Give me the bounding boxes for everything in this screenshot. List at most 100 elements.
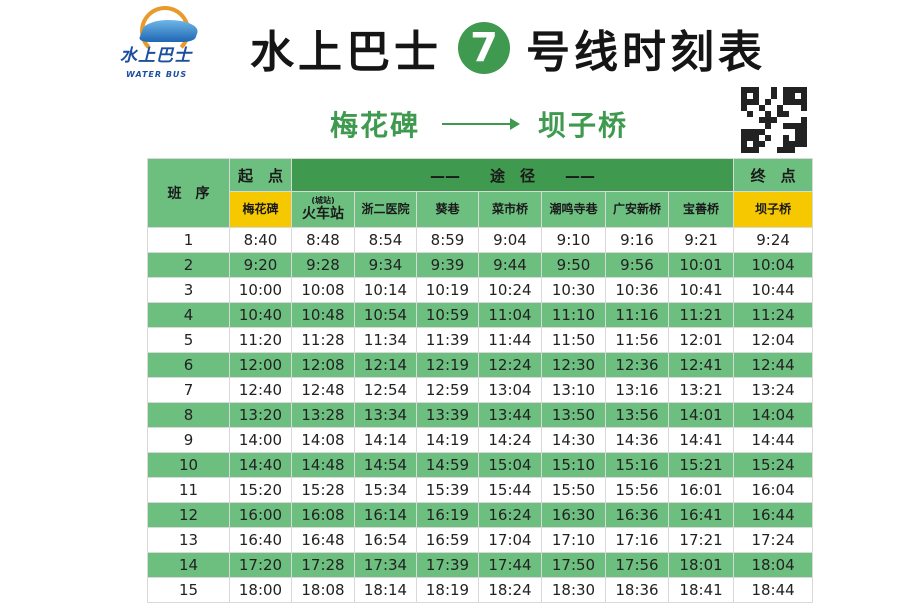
time-cell: 10:30 xyxy=(541,277,606,303)
time-cell: 11:44 xyxy=(478,327,542,353)
time-cell: 9:56 xyxy=(605,252,669,278)
time-cell: 9:34 xyxy=(354,252,417,278)
time-cell: 10:36 xyxy=(605,277,669,303)
time-cell: 10:04 xyxy=(733,252,814,278)
time-cell: 14:41 xyxy=(667,427,735,453)
time-cell: 14:30 xyxy=(541,427,606,453)
time-cell: 8:54 xyxy=(354,227,417,253)
time-cell: 18:00 xyxy=(229,577,292,603)
time-cell: 10:40 xyxy=(229,302,292,328)
table-row: 13 16:40 16:48 16:54 16:59 17:04 17:10 17:16 17:… xyxy=(147,527,814,553)
time-cell: 14:59 xyxy=(416,452,479,478)
time-cell: 11:50 xyxy=(541,327,606,353)
time-cell: 14:00 xyxy=(229,427,292,453)
time-cell: 11:16 xyxy=(605,302,669,328)
station-name: 宝善桥 xyxy=(683,202,720,216)
table-row: 2 9:20 9:28 9:34 9:39 9:44 9:50 9:56 10:01 10:04 xyxy=(147,252,814,278)
table-row: 3 10:00 10:08 10:14 10:19 10:24 10:30 10:36 10:4… xyxy=(147,277,814,303)
time-cell: 10:41 xyxy=(667,277,735,303)
table-row: 12 16:00 16:08 16:14 16:19 16:24 16:30 16:36 16:… xyxy=(147,502,814,528)
time-cell: 16:00 xyxy=(229,502,292,528)
time-cell: 12:59 xyxy=(416,377,479,403)
table-row: 6 12:00 12:08 12:14 12:19 12:24 12:30 12:36 12:4… xyxy=(147,352,814,378)
time-cell: 16:30 xyxy=(541,502,606,528)
time-cell: 16:54 xyxy=(354,527,417,553)
time-cell: 13:24 xyxy=(733,377,814,403)
time-cell: 16:40 xyxy=(229,527,292,553)
time-cell: 12:14 xyxy=(354,352,417,378)
time-cell: 17:50 xyxy=(541,552,606,578)
trip-number-cell: 3 xyxy=(147,277,230,303)
station-name: 火车站 xyxy=(302,206,344,222)
col-header-seq: 班 序 xyxy=(147,158,230,228)
time-cell: 14:36 xyxy=(605,427,669,453)
trip-number-cell: 4 xyxy=(147,302,230,328)
time-cell: 12:40 xyxy=(229,377,292,403)
time-cell: 14:19 xyxy=(416,427,479,453)
time-cell: 12:08 xyxy=(291,352,355,378)
time-cell: 10:00 xyxy=(229,277,292,303)
logo-cn-text: 水上巴士 xyxy=(120,46,192,66)
time-cell: 14:01 xyxy=(667,402,735,428)
time-cell: 15:44 xyxy=(478,477,542,503)
time-cell: 15:39 xyxy=(416,477,479,503)
time-cell: 14:44 xyxy=(733,427,814,453)
time-cell: 11:34 xyxy=(354,327,417,353)
time-cell: 16:14 xyxy=(354,502,417,528)
trip-number-cell: 11 xyxy=(147,477,230,503)
table-row: 4 10:40 10:48 10:54 10:59 11:04 11:10 11:16 11:2… xyxy=(147,302,814,328)
time-cell: 8:40 xyxy=(229,227,292,253)
time-cell: 9:28 xyxy=(291,252,355,278)
station-name: 梅花碑 xyxy=(242,202,279,216)
time-cell: 13:50 xyxy=(541,402,606,428)
page-title: 水上巴士 7 号线时刻表 xyxy=(250,20,766,78)
time-cell: 10:08 xyxy=(291,277,355,303)
station-name: 潮鸣寺巷 xyxy=(549,202,598,216)
time-cell: 15:16 xyxy=(605,452,669,478)
time-cell: 10:48 xyxy=(291,302,355,328)
station-header: 梅花碑 xyxy=(229,191,292,228)
time-cell: 18:14 xyxy=(354,577,417,603)
time-cell: 11:21 xyxy=(667,302,735,328)
time-cell: 17:39 xyxy=(416,552,479,578)
time-cell: 9:39 xyxy=(416,252,479,278)
time-cell: 15:34 xyxy=(354,477,417,503)
table-row: 11 15:20 15:28 15:34 15:39 15:44 15:50 15:56 16:… xyxy=(147,477,814,503)
time-cell: 9:21 xyxy=(667,227,735,253)
trip-number-cell: 9 xyxy=(147,427,230,453)
time-cell: 9:10 xyxy=(541,227,606,253)
time-cell: 12:01 xyxy=(667,327,735,353)
time-cell: 13:34 xyxy=(354,402,417,428)
time-cell: 14:40 xyxy=(229,452,292,478)
time-cell: 9:24 xyxy=(733,227,814,253)
trip-number-cell: 13 xyxy=(147,527,230,553)
time-cell: 17:28 xyxy=(291,552,355,578)
time-cell: 9:04 xyxy=(478,227,542,253)
time-cell: 16:08 xyxy=(291,502,355,528)
table-row: 14 17:20 17:28 17:34 17:39 17:44 17:50 17:56 18:… xyxy=(147,552,814,578)
time-cell: 9:20 xyxy=(229,252,292,278)
trip-number-cell: 1 xyxy=(147,227,230,253)
time-cell: 16:41 xyxy=(667,502,735,528)
time-cell: 18:04 xyxy=(733,552,814,578)
station-name: 广安新桥 xyxy=(612,202,661,216)
time-cell: 15:10 xyxy=(541,452,606,478)
station-header: (城站) 火车站 xyxy=(291,191,355,228)
time-cell: 11:24 xyxy=(733,302,814,328)
time-cell: 16:01 xyxy=(667,477,735,503)
time-cell: 16:36 xyxy=(605,502,669,528)
time-cell: 10:14 xyxy=(354,277,417,303)
time-cell: 13:28 xyxy=(291,402,355,428)
time-cell: 18:30 xyxy=(541,577,606,603)
ship-icon xyxy=(137,20,203,42)
time-cell: 16:44 xyxy=(733,502,814,528)
station-header: 菜市桥 xyxy=(478,191,542,228)
time-cell: 18:41 xyxy=(667,577,735,603)
time-cell: 12:19 xyxy=(416,352,479,378)
table-row: 8 13:20 13:28 13:34 13:39 13:44 13:50 13:56 14:0… xyxy=(147,402,814,428)
trip-number-cell: 8 xyxy=(147,402,230,428)
table-row: 15 18:00 18:08 18:14 18:19 18:24 18:30 18:36 18:… xyxy=(147,577,814,603)
time-cell: 12:24 xyxy=(478,352,542,378)
time-cell: 9:16 xyxy=(605,227,669,253)
time-cell: 11:04 xyxy=(478,302,542,328)
